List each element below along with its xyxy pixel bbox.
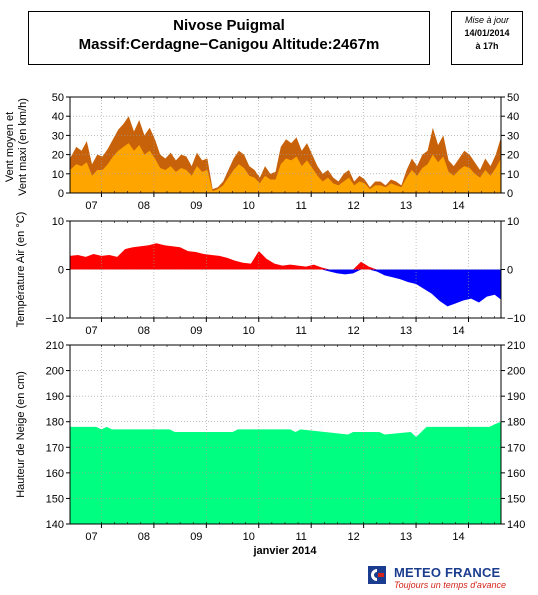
y-tick-label-left: 20	[52, 150, 64, 162]
x-day-label: 14	[452, 531, 464, 543]
y-tick-label-left: 40	[52, 111, 64, 123]
meteo-france-logo: METEO FRANCE Toujours un temps d'avance	[368, 562, 538, 595]
y-tick-label-right: 200	[507, 366, 525, 378]
y-tick-label-right: 10	[507, 216, 519, 228]
update-box: Mise à jour 14/01/2014 à 17h	[451, 11, 523, 65]
x-day-label: 09	[190, 325, 202, 337]
brand-name: METEO FRANCE	[394, 565, 501, 580]
weather-charts: 0 0 10 10 20 20 30 30 40 40 50 50 07 08 09 10 11 12 13 14 Ve…	[4, 92, 526, 557]
y-tick-label-left: 50	[52, 92, 64, 104]
x-day-label: 11	[295, 325, 306, 337]
vent-moyen-area	[70, 143, 501, 193]
x-day-label: 09	[190, 531, 202, 543]
x-day-label: 12	[348, 200, 360, 212]
x-day-label: 12	[348, 531, 360, 543]
y-tick-label-left: 140	[46, 519, 64, 531]
y-tick-label-left: 10	[52, 216, 64, 228]
plot-border	[69, 96, 502, 194]
temperature-negative-area	[70, 269, 501, 307]
brand-tagline: Toujours un temps d'avance	[394, 580, 506, 590]
x-day-label: 07	[85, 200, 97, 212]
y-tick-label-right: −10	[507, 313, 526, 325]
y-tick-label-left: 160	[46, 468, 64, 480]
x-day-label: 11	[295, 200, 306, 212]
x-day-label: 12	[348, 325, 360, 337]
x-day-label: 09	[190, 200, 202, 212]
panel-3	[66, 344, 505, 528]
y-tick-label-right: 160	[507, 468, 525, 480]
y-tick-label-left: 0	[58, 188, 64, 200]
y-tick-label-right: 140	[507, 519, 525, 531]
update-label: Mise à jour	[464, 15, 509, 25]
massif-altitude-title: Massif:Cerdagne−Canigou Altitude:2467m	[78, 36, 380, 53]
y-axis-label: Hauteur de Neige (en cm)	[15, 371, 27, 498]
update-time: à 17h	[475, 41, 499, 51]
x-day-label: 08	[138, 325, 150, 337]
y-tick-label-left: 170	[46, 442, 64, 454]
x-day-label: 13	[400, 325, 412, 337]
panel-1	[66, 96, 505, 197]
y-tick-label-right: 40	[507, 111, 519, 123]
y-tick-label-left: 150	[46, 493, 64, 505]
y-tick-label-left: −10	[45, 313, 64, 325]
meteo-france-icon	[368, 566, 386, 584]
y-tick-label-left: 190	[46, 391, 64, 403]
y-tick-label-right: 150	[507, 493, 525, 505]
x-day-label: 08	[138, 531, 150, 543]
y-axis-label: Vent moyen et	[4, 112, 16, 182]
plot-border	[69, 344, 502, 525]
x-day-label: 10	[243, 531, 255, 543]
y-tick-label-left: 180	[46, 417, 64, 429]
x-day-label: 14	[452, 325, 464, 337]
y-tick-label-right: 170	[507, 442, 525, 454]
y-tick-label-right: 190	[507, 391, 525, 403]
hauteur-neige-area	[70, 421, 501, 524]
station-title: Nivose Puigmal	[173, 17, 285, 34]
y-tick-label-right: 20	[507, 150, 519, 162]
y-tick-label-right: 10	[507, 169, 519, 181]
plot-border	[69, 220, 502, 319]
x-day-label: 07	[85, 325, 97, 337]
x-day-label: 13	[400, 200, 412, 212]
x-day-label: 11	[295, 531, 306, 543]
x-axis-label: janvier 2014	[253, 545, 318, 557]
title-box: Nivose Puigmal Massif:Cerdagne−Canigou A…	[28, 11, 430, 65]
x-day-label: 14	[452, 200, 464, 212]
y-axis-label: Vent maxi (en km/h)	[17, 98, 29, 196]
y-tick-label-right: 180	[507, 417, 525, 429]
update-date: 14/01/2014	[464, 28, 510, 38]
y-axis-label: Température Air (en °C)	[15, 212, 27, 328]
x-day-label: 13	[400, 531, 412, 543]
y-tick-label-right: 0	[507, 188, 513, 200]
x-day-label: 10	[243, 200, 255, 212]
y-tick-label-right: 50	[507, 92, 519, 104]
y-tick-label-right: 30	[507, 130, 519, 142]
y-tick-label-left: 0	[58, 265, 64, 277]
y-tick-label-left: 210	[46, 340, 64, 352]
panel-2	[66, 220, 505, 322]
y-tick-label-left: 10	[52, 169, 64, 181]
x-day-label: 10	[243, 325, 255, 337]
temperature-positive-area	[70, 243, 501, 270]
y-tick-label-right: 0	[507, 265, 513, 277]
y-tick-label-left: 30	[52, 130, 64, 142]
y-tick-label-right: 210	[507, 340, 525, 352]
y-tick-label-left: 200	[46, 366, 64, 378]
x-day-label: 07	[85, 531, 97, 543]
x-day-label: 08	[138, 200, 150, 212]
